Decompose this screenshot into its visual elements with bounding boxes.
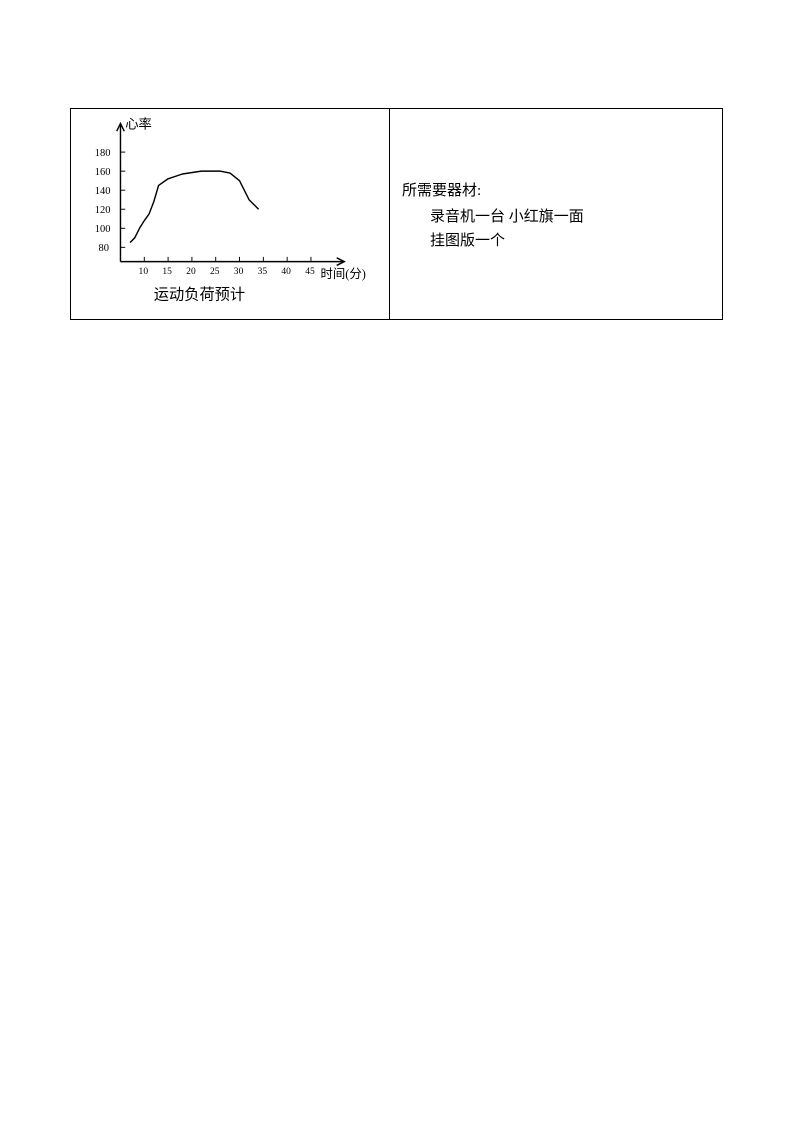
y-tick-180: 180 — [95, 148, 111, 159]
y-tick-80: 80 — [99, 243, 109, 254]
equipment-cell: 所需要器材: 录音机一台 小红旗一面 挂图版一个 — [390, 109, 722, 319]
y-tick-100: 100 — [95, 224, 111, 235]
x-tick-15: 15 — [162, 267, 172, 277]
y-tick-160: 160 — [95, 167, 111, 178]
chart-cell: 80 100 120 140 160 180 10 15 20 — [71, 109, 390, 319]
equipment-line-1: 录音机一台 小红旗一面 — [430, 205, 710, 229]
y-tick-120: 120 — [95, 205, 111, 216]
heart-rate-chart: 80 100 120 140 160 180 10 15 20 — [76, 114, 384, 314]
x-tick-20: 20 — [186, 267, 196, 277]
x-tick-45: 45 — [305, 267, 315, 277]
equipment-line-2: 挂图版一个 — [430, 229, 710, 253]
equipment-list: 录音机一台 小红旗一面 挂图版一个 — [402, 205, 710, 253]
x-tick-10: 10 — [139, 267, 149, 277]
x-ticks: 10 15 20 25 30 35 40 45 — [139, 257, 315, 277]
equipment-title: 所需要器材: — [402, 179, 710, 203]
x-tick-25: 25 — [210, 267, 220, 277]
layout-table: 80 100 120 140 160 180 10 15 20 — [70, 108, 723, 320]
x-tick-40: 40 — [281, 267, 291, 277]
data-line — [130, 171, 259, 242]
x-axis-label: 时间(分) — [320, 267, 365, 281]
chart-caption: 运动负荷预计 — [154, 287, 245, 304]
x-tick-30: 30 — [234, 267, 244, 277]
y-tick-140: 140 — [95, 186, 111, 197]
x-tick-35: 35 — [258, 267, 268, 277]
y-axis-label: 心率 — [125, 115, 152, 131]
